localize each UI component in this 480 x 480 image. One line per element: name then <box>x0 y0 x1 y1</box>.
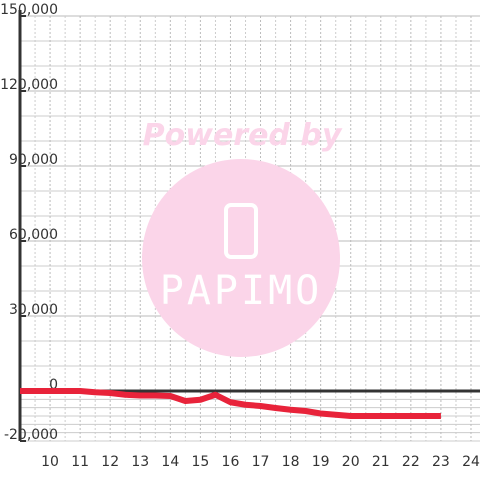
y-tick-label: 30,000 <box>9 302 58 318</box>
x-tick-label: 19 <box>312 454 330 470</box>
y-tick-label: -20,000 <box>4 427 58 443</box>
x-tick-label: 17 <box>252 454 270 470</box>
y-tick-label: 120,000 <box>0 77 58 93</box>
y-tick-label: 0 <box>49 377 58 393</box>
y-tick-label: 60,000 <box>9 227 58 243</box>
x-tick-label: 13 <box>131 454 149 470</box>
watermark-text: Powered by <box>143 118 343 153</box>
x-tick-label: 16 <box>222 454 240 470</box>
y-tick-label: 90,000 <box>9 152 58 168</box>
x-tick-label: 23 <box>432 454 450 470</box>
x-tick-label: 18 <box>282 454 300 470</box>
x-tick-label: 11 <box>71 454 89 470</box>
phone-icon <box>224 203 258 259</box>
x-tick-label: 10 <box>41 454 59 470</box>
line <box>20 388 441 419</box>
y-tick-label: 150,000 <box>0 2 58 18</box>
x-tick-label: 12 <box>101 454 119 470</box>
watermark: Powered by PAPIMO <box>142 118 343 357</box>
watermark-logo: PAPIMO <box>160 268 323 314</box>
x-tick-label: 22 <box>402 454 420 470</box>
x-tick-label: 21 <box>372 454 390 470</box>
x-tick-label: 20 <box>342 454 360 470</box>
x-tick-label: 24 <box>462 454 480 470</box>
x-tick-label: 14 <box>161 454 179 470</box>
x-tick-label: 15 <box>191 454 209 470</box>
